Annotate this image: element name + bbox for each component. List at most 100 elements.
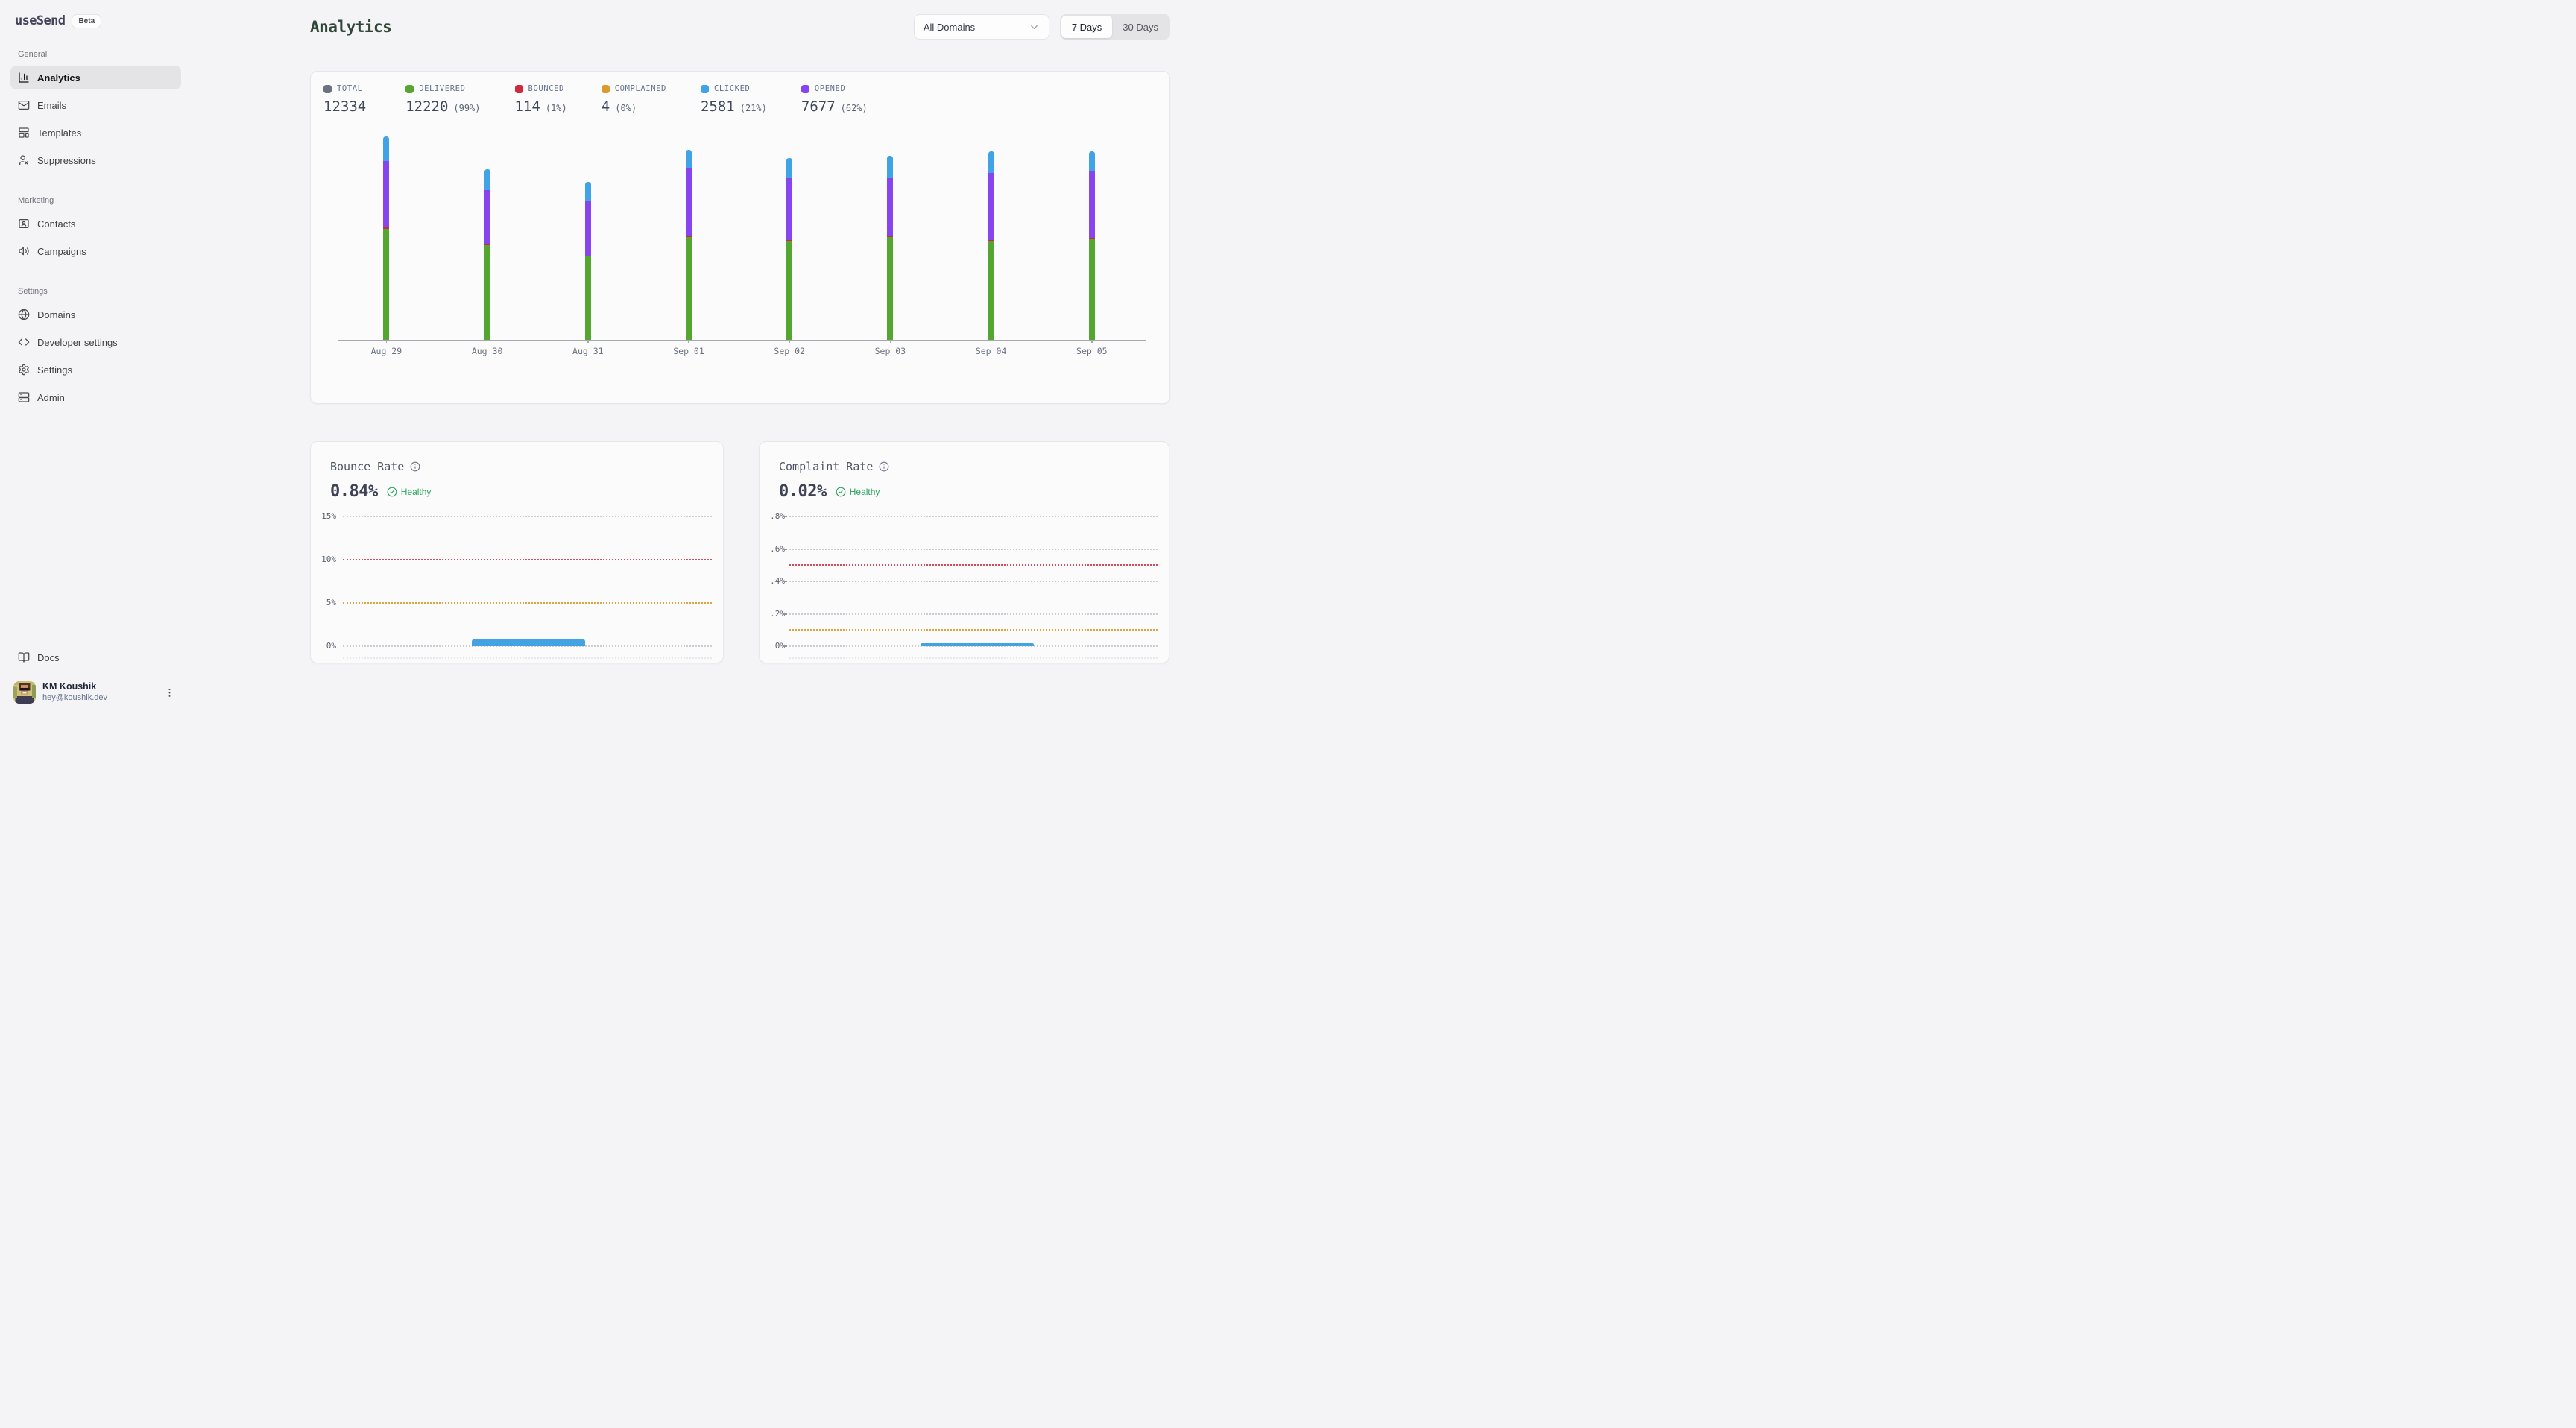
user-x-icon	[19, 155, 28, 165]
y-axis-tick	[783, 548, 787, 550]
axis-tick	[385, 340, 388, 343]
sidebar-item-label: Suppressions	[37, 154, 96, 166]
stat-opened: OPENED 7677 (62%)	[801, 84, 868, 115]
y-axis-tick	[783, 516, 787, 517]
sidebar-item-emails[interactable]: Emails	[10, 93, 181, 117]
sidebar-item-label: Campaigns	[37, 245, 86, 257]
threshold-line	[789, 564, 1158, 566]
sidebar-item-label: Docs	[37, 651, 60, 663]
stat-bounced: BOUNCED 114 (1%)	[514, 84, 567, 115]
complaint-info-button[interactable]	[879, 461, 889, 472]
app-logo: useSend	[15, 13, 66, 28]
legend-dot-total	[323, 84, 332, 93]
y-axis-label: .2%	[770, 608, 785, 619]
template-icon	[19, 127, 29, 138]
range-7-days[interactable]: 7 Days	[1061, 16, 1113, 38]
sidebar-item-label: Settings	[37, 364, 72, 376]
sidebar-item-templates[interactable]: Templates	[10, 121, 181, 145]
gridline	[789, 581, 1158, 582]
y-axis-tick	[783, 613, 787, 615]
bounce-rate-title: Bounce Rate	[330, 460, 405, 473]
x-axis-label: Sep 05	[1076, 346, 1108, 356]
brand: useSend Beta	[10, 12, 181, 30]
user-name: KM Koushik	[42, 681, 97, 692]
page-title: Analytics	[310, 18, 392, 36]
x-axis-label: Sep 01	[673, 346, 704, 356]
section-label: Settings	[18, 287, 48, 296]
sidebar-item-analytics[interactable]: Analytics	[10, 66, 181, 89]
stacked-bar	[1088, 151, 1095, 340]
stacked-bar	[786, 157, 793, 340]
domain-filter-select[interactable]: All Domains	[913, 14, 1049, 40]
user-meta: KM Koushik hey@koushik.dev	[42, 681, 107, 703]
sidebar-item-label: Developer settings	[37, 336, 118, 348]
user-menu-button[interactable]	[161, 684, 178, 701]
axis-tick	[1091, 340, 1093, 343]
email-volume-card: TOTAL 12334 DELIVERED 12220 (99%) BOUNCED…	[310, 71, 1170, 404]
chevron-down-icon	[1030, 25, 1038, 29]
rate-value-bar	[472, 639, 585, 646]
y-axis-tick	[783, 581, 787, 582]
sidebar-item-campaigns[interactable]: Campaigns	[10, 239, 181, 263]
sidebar-item-admin[interactable]: Admin	[10, 385, 181, 409]
axis-tick	[486, 340, 488, 343]
sidebar-item-contacts[interactable]: Contacts	[10, 212, 181, 236]
info-icon	[880, 461, 889, 472]
main-area: Analytics All Domains 7 Days 30 Days	[192, 0, 1288, 714]
section-label: Marketing	[18, 196, 54, 205]
x-axis-line	[338, 340, 1146, 341]
stat-complained: COMPLAINED 4 (0%)	[601, 84, 666, 115]
axis-tick	[990, 340, 992, 343]
rate-value-bar	[921, 642, 1034, 646]
stacked-bar	[383, 136, 390, 340]
stacked-bar	[988, 151, 994, 340]
sidebar-item-label: Emails	[37, 99, 67, 111]
range-30-days[interactable]: 30 Days	[1123, 21, 1158, 33]
x-axis-label: Aug 30	[471, 346, 503, 356]
sidebar-section-marketing: Marketing Contacts Campaigns	[10, 196, 181, 267]
bounce-info-button[interactable]	[410, 461, 420, 472]
rate-cards-row: Bounce Rate 0.84% Healthy 15% 10% 5% 0%	[310, 441, 1170, 663]
sidebar-item-settings[interactable]: Settings	[10, 358, 181, 382]
stat-delivered: DELIVERED 12220 (99%)	[405, 84, 481, 115]
threshold-line	[343, 559, 712, 560]
axis-tick	[889, 340, 891, 343]
legend-dot-bounced	[514, 84, 523, 93]
check-circle-icon	[836, 487, 846, 496]
complaint-rate-value: 0.02%	[779, 482, 827, 501]
info-icon	[410, 461, 420, 472]
faint-baseline	[343, 657, 712, 659]
y-axis-label: 0%	[326, 641, 336, 651]
domain-filter-value: All Domains	[923, 21, 976, 33]
date-range-toggle: 7 Days 30 Days	[1059, 14, 1170, 40]
sidebar-item-domains[interactable]: Domains	[10, 303, 181, 326]
axis-tick	[587, 340, 589, 343]
gear-icon	[19, 364, 29, 376]
sidebar: useSend Beta General Analytics Emails Te…	[0, 0, 192, 714]
stat-total: TOTAL 12334	[323, 84, 367, 115]
server-icon	[18, 392, 30, 402]
avatar	[13, 681, 36, 704]
page-header: Analytics All Domains 7 Days 30 Days	[310, 13, 1170, 40]
complaint-rate-title: Complaint Rate	[779, 460, 874, 473]
bounce-rate-value: 0.84%	[330, 482, 378, 501]
globe-icon	[18, 309, 30, 320]
axis-tick	[789, 340, 790, 343]
stacked-bar	[484, 168, 490, 340]
sidebar-item-docs[interactable]: Docs	[10, 645, 181, 669]
user-profile[interactable]: KM Koushik hey@koushik.dev	[10, 681, 181, 704]
y-axis-label: .6%	[770, 543, 785, 554]
book-open-icon	[18, 652, 30, 663]
y-axis-tick	[783, 645, 787, 647]
sidebar-item-suppressions[interactable]: Suppressions	[10, 148, 181, 172]
y-axis-label: .8%	[770, 511, 785, 521]
app-window: useSend Beta General Analytics Emails Te…	[0, 0, 1288, 714]
legend-dot-delivered	[405, 84, 414, 93]
y-axis-label: 10%	[321, 555, 336, 564]
gridline	[789, 645, 1158, 647]
gridline	[789, 516, 1158, 517]
x-axis-label: Sep 02	[774, 346, 805, 356]
sidebar-item-label: Templates	[37, 127, 82, 139]
stats-legend: TOTAL 12334 DELIVERED 12220 (99%) BOUNCED…	[323, 84, 1157, 115]
sidebar-item-developer-settings[interactable]: Developer settings	[10, 330, 181, 354]
